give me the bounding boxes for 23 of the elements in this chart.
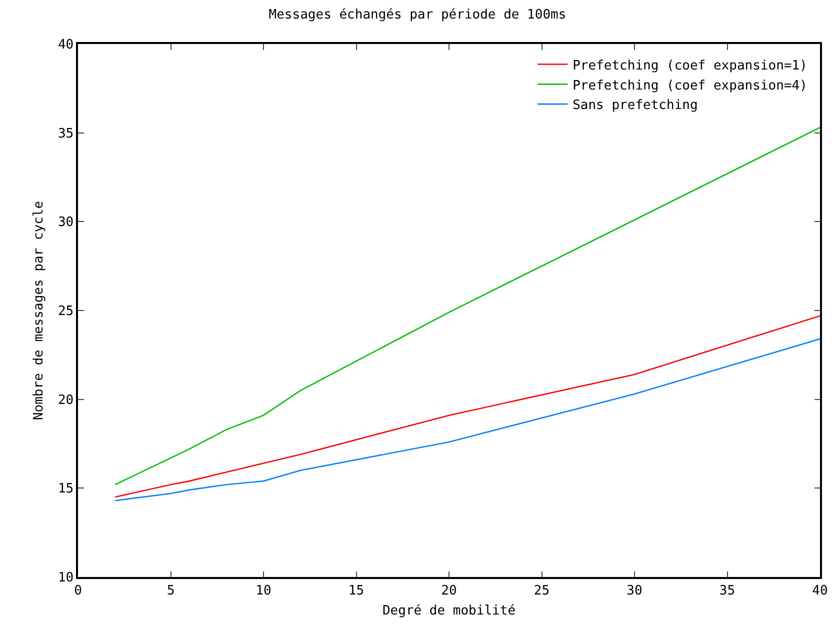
y-tick-label: 20 xyxy=(58,392,74,408)
y-tick-label: 30 xyxy=(58,215,74,230)
x-tick-label: 30 xyxy=(626,583,642,598)
legend-label: Sans prefetching xyxy=(572,98,698,114)
x-tick-label: 35 xyxy=(719,583,736,598)
x-tick-label: 0 xyxy=(74,583,82,598)
y-tick-label: 10 xyxy=(58,570,74,586)
y-tick-label: 40 xyxy=(58,38,74,53)
x-tick-label: 25 xyxy=(534,583,550,598)
x-tick-label: 40 xyxy=(812,583,828,598)
x-tick-label: 20 xyxy=(441,583,457,598)
x-axis-title: Degré de mobilité xyxy=(382,603,516,618)
y-tick-label: 35 xyxy=(58,126,74,142)
y-axis-title: Nombre de messages par cycle xyxy=(31,200,46,420)
x-tick-label: 15 xyxy=(348,583,364,598)
y-tick-label: 15 xyxy=(58,482,74,497)
line-series xyxy=(114,126,820,486)
legend-label: Prefetching (coef expansion=1) xyxy=(572,58,808,74)
legend-label: Prefetching (coef expansion=4) xyxy=(572,78,808,94)
chart-title: Messages échangés par période de 100ms xyxy=(268,8,566,23)
x-tick-label: 5 xyxy=(166,583,175,598)
x-tick-label: 10 xyxy=(256,583,272,598)
y-tick-label: 25 xyxy=(58,304,74,320)
